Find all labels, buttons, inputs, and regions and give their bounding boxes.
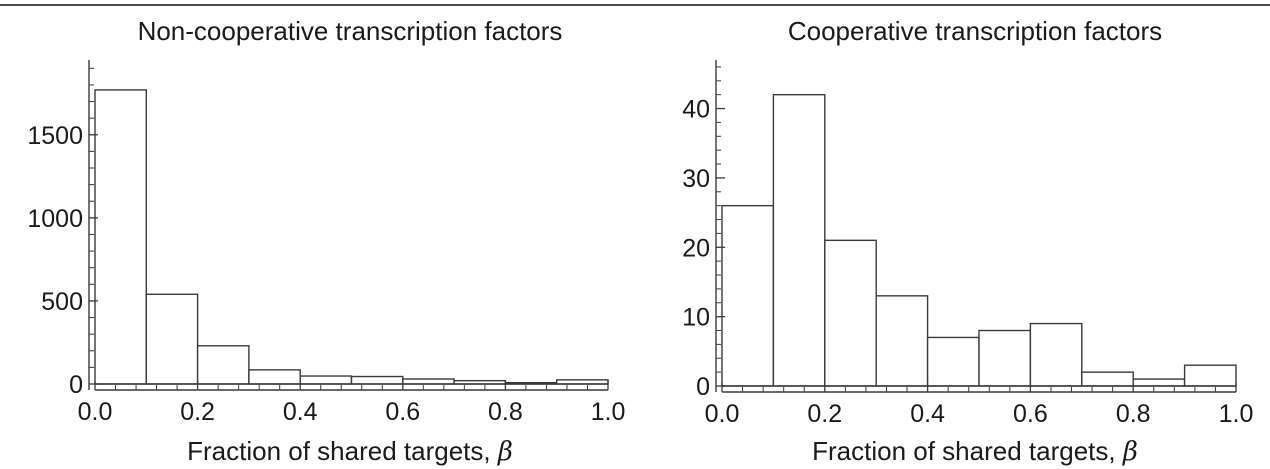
y-tick-label: 30 bbox=[682, 165, 710, 193]
x-tick-label: 1.0 bbox=[1219, 400, 1254, 428]
bars bbox=[721, 93, 1237, 387]
y-tick-label: 500 bbox=[41, 288, 83, 316]
top-divider bbox=[0, 4, 1270, 6]
y-tick-label: 20 bbox=[682, 234, 710, 262]
x-tick-label: 0.6 bbox=[385, 398, 420, 426]
x-tick-label: 0.2 bbox=[180, 398, 215, 426]
histogram-bar bbox=[1081, 371, 1134, 387]
histogram-bar bbox=[299, 375, 353, 385]
x-tick-label: 0.8 bbox=[1116, 400, 1151, 428]
x-tick-label: 0.4 bbox=[910, 400, 945, 428]
y-tick-label: 1000 bbox=[27, 205, 83, 233]
x-axis-label-text: Fraction of shared targets, bbox=[187, 436, 498, 466]
y-tick-label: 1500 bbox=[27, 122, 83, 150]
histogram-bar bbox=[248, 369, 301, 385]
histogram-bar bbox=[145, 293, 199, 385]
histogram-bar bbox=[824, 239, 877, 387]
x-axis-label: Fraction of shared targets, β bbox=[812, 436, 1138, 467]
histogram-bar bbox=[196, 345, 250, 385]
histogram-bar bbox=[1132, 378, 1186, 387]
beta-symbol: β bbox=[1122, 437, 1138, 467]
beta-symbol: β bbox=[497, 437, 513, 467]
x-tick-label: 0.2 bbox=[807, 400, 842, 428]
x-axis-label: Fraction of shared targets, β bbox=[187, 436, 513, 467]
x-tick-label: 0.0 bbox=[705, 400, 740, 428]
non-cooperative-histogram: Non-cooperative transcription factors 0.… bbox=[27, 16, 625, 467]
histogram-bar bbox=[978, 329, 1032, 387]
histogram-bar bbox=[350, 375, 404, 385]
histogram-bar bbox=[721, 204, 775, 387]
histogram-bar bbox=[94, 89, 147, 385]
axes: 0.0 0.2 0.4 0.6 0.8 1.0 0 500 1000 1500 bbox=[27, 60, 625, 426]
y-tick-label: 0 bbox=[69, 371, 83, 399]
bars bbox=[94, 89, 609, 385]
y-tick-label: 10 bbox=[682, 304, 710, 332]
chart-title: Cooperative transcription factors bbox=[788, 16, 1162, 46]
histogram-bar bbox=[875, 295, 929, 387]
histogram-bar bbox=[926, 336, 980, 387]
chart-title: Non-cooperative transcription factors bbox=[138, 16, 563, 46]
x-tick-label: 0.4 bbox=[283, 398, 318, 426]
x-tick-label: 0.6 bbox=[1013, 400, 1048, 428]
cooperative-histogram: Cooperative transcription factors 0.0 0.2… bbox=[682, 16, 1253, 467]
histogram-bar bbox=[772, 93, 826, 387]
x-tick-label: 0.0 bbox=[78, 398, 113, 426]
histogram-bar bbox=[1183, 364, 1237, 387]
y-tick-label: 0 bbox=[696, 373, 710, 401]
x-axis-label-text: Fraction of shared targets, bbox=[812, 436, 1123, 466]
histogram-bar bbox=[1029, 322, 1083, 387]
histogram-bar bbox=[402, 378, 455, 385]
x-tick-label: 1.0 bbox=[591, 398, 626, 426]
axes: 0.0 0.2 0.4 0.6 0.8 1.0 0 10 20 30 40 bbox=[682, 60, 1253, 428]
x-tick-label: 0.8 bbox=[488, 398, 523, 426]
y-tick-label: 40 bbox=[682, 96, 710, 124]
